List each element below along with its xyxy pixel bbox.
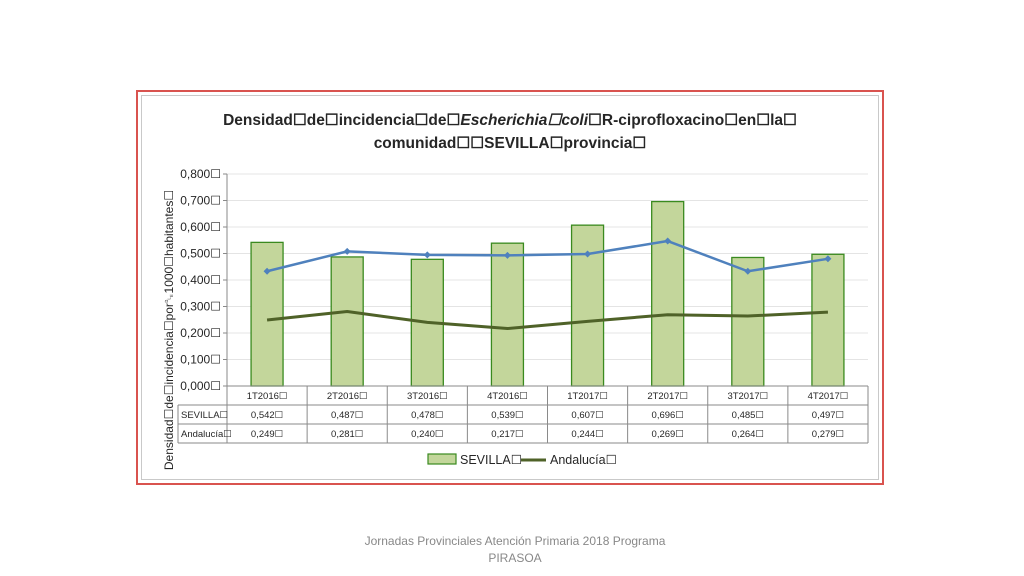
blue-marker-6 <box>664 237 672 245</box>
data-label: 0,269☐ <box>652 429 685 440</box>
footer-line-1: Jornadas Provinciales Atención Primaria … <box>364 534 666 548</box>
blue-marker-4 <box>503 251 511 259</box>
footer-line-2: PIRASOA <box>488 551 542 565</box>
x-tick-label: 4T2016☐ <box>487 391 528 402</box>
blue-overlay-line <box>266 239 829 273</box>
y-tick-label: 0,800☐ <box>180 167 221 181</box>
y-tick-label: 0,000☐ <box>180 379 221 393</box>
legend-label-andalucia: Andalucía☐ <box>550 453 617 467</box>
data-label: 0,485☐ <box>732 410 765 421</box>
x-tick-label: 3T2017☐ <box>727 391 768 402</box>
bar-4 <box>490 242 525 387</box>
x-tick-label: 4T2017☐ <box>808 391 849 402</box>
bar-1 <box>250 241 284 387</box>
data-label: 0,281☐ <box>331 429 364 440</box>
y-tick-label: 0,500☐ <box>180 247 221 261</box>
data-label: 0,696☐ <box>652 410 685 421</box>
chart-title-line-2: comunidad☐☐SEVILLA☐provincia☐ <box>374 135 647 152</box>
table-row-header: Andalucía☐ <box>181 429 232 440</box>
legend-label-sevilla: SEVILLA☐ <box>460 453 522 467</box>
data-label: 0,607☐ <box>571 410 604 421</box>
bar-2 <box>330 256 364 387</box>
y-tick-label: 0,100☐ <box>180 353 221 367</box>
x-tick-label: 1T2017☐ <box>567 391 608 402</box>
table-row-header: SEVILLA☐ <box>181 410 229 421</box>
chart-title-part-1: Densidad☐de☐incidencia☐de☐ <box>223 112 460 129</box>
y-axis-label: Densidad☐de☐incidencia☐por␐1000☐habitant… <box>162 190 176 470</box>
data-label: 0,240☐ <box>411 429 444 440</box>
data-label: 0,244☐ <box>571 429 604 440</box>
bar-8 <box>811 253 845 387</box>
legend-swatch-sevilla <box>427 453 457 465</box>
chart-title-italic: Escherichia☐coli <box>460 112 588 129</box>
x-tick-label: 2T2017☐ <box>647 391 688 402</box>
data-label: 0,497☐ <box>812 410 845 421</box>
data-label: 0,478☐ <box>411 410 444 421</box>
y-tick-label: 0,300☐ <box>180 300 221 314</box>
chart-frame: Densidad☐de☐incidencia☐de☐Escherichia☐co… <box>136 90 884 485</box>
blue-marker-7 <box>744 267 752 275</box>
chart-area <box>141 95 879 480</box>
blue-marker-3 <box>423 251 431 259</box>
x-tick-label: 3T2016☐ <box>407 391 448 402</box>
bar-5 <box>570 224 605 387</box>
blue-marker-2 <box>343 247 351 255</box>
data-label: 0,264☐ <box>732 429 765 440</box>
bar-6 <box>651 200 685 387</box>
andalucia-line <box>266 310 829 330</box>
data-label: 0,279☐ <box>812 429 845 440</box>
y-tick-label: 0,400☐ <box>180 273 221 287</box>
data-label: 0,539☐ <box>491 410 524 421</box>
y-tick-label: 0,700☐ <box>180 194 221 208</box>
footer: Jornadas Provinciales Atención Primaria … <box>350 533 680 567</box>
y-tick-label: 0,200☐ <box>180 326 221 340</box>
x-tick-label: 2T2016☐ <box>327 391 368 402</box>
data-label: 0,249☐ <box>251 429 284 440</box>
chart-title-part-2: ☐R-ciprofloxacino☐en☐la☐ <box>588 112 797 129</box>
y-tick-label: 0,600☐ <box>180 220 221 234</box>
x-tick-label: 1T2016☐ <box>247 391 288 402</box>
data-label: 0,542☐ <box>251 410 284 421</box>
bar-7 <box>731 256 765 387</box>
blue-marker-5 <box>584 250 592 258</box>
data-label: 0,487☐ <box>331 410 364 421</box>
data-label: 0,217☐ <box>491 429 524 440</box>
chart-title: Densidad☐de☐incidencia☐de☐Escherichia☐co… <box>223 112 797 129</box>
chart-svg: Densidad☐de☐incidencia☐de☐Escherichia☐co… <box>162 112 869 470</box>
blue-marker-1 <box>263 267 271 275</box>
